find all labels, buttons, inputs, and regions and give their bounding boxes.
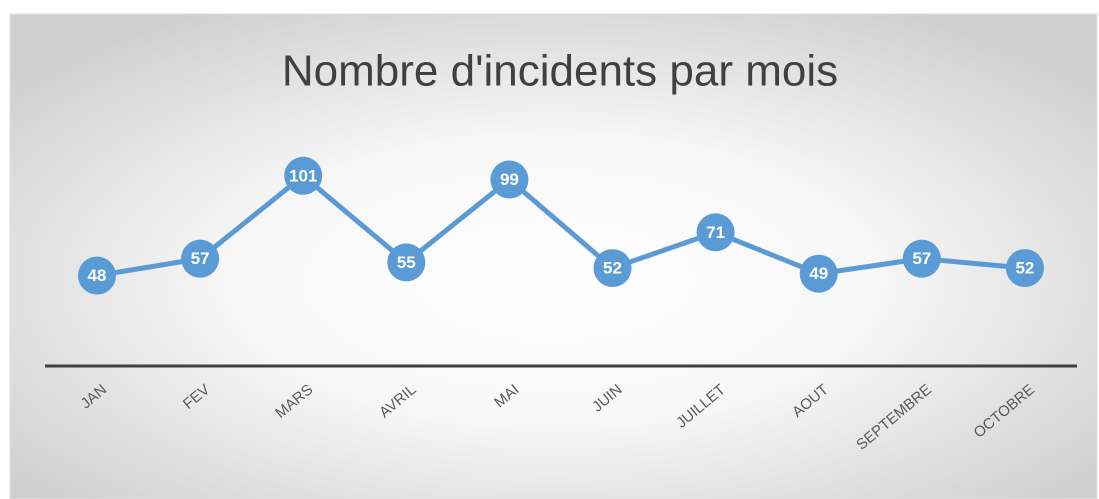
data-label: 48 (88, 266, 107, 285)
marker (593, 249, 632, 288)
marker (181, 239, 220, 278)
data-label: 57 (912, 249, 931, 268)
chart-title: Nombre d'incidents par mois (282, 47, 838, 96)
data-label: 99 (500, 170, 519, 189)
line (96, 173, 1026, 279)
marker (1005, 249, 1044, 288)
marker (284, 156, 323, 195)
data-label: 49 (809, 264, 828, 283)
marker (902, 239, 941, 278)
marker (78, 256, 116, 295)
marker (387, 243, 426, 282)
data-label: 57 (191, 249, 210, 268)
data-label: 101 (289, 166, 317, 185)
data-label: 52 (603, 259, 622, 278)
marker (799, 254, 838, 293)
data-label: 52 (1015, 259, 1034, 278)
marker (696, 213, 735, 252)
marker (490, 160, 529, 199)
data-label: 71 (706, 223, 725, 242)
data-label: 55 (397, 253, 416, 272)
